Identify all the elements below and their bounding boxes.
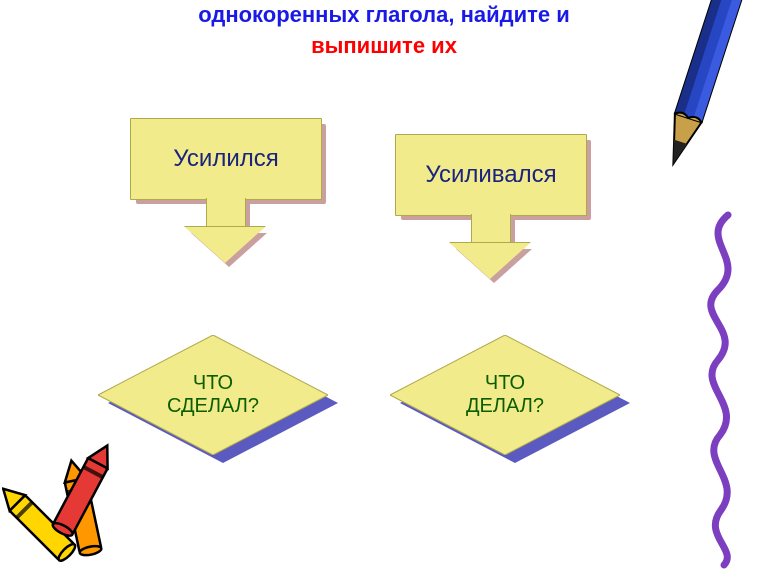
title-line-1: однокоренных глагола, найдите и [198,2,570,27]
verb-box-left: Усилился [130,118,322,200]
verb-right-label: Усиливался [425,161,556,189]
question-left-label: ЧТО СДЕЛАЛ? [98,335,328,455]
verb-box-right: Усиливался [395,134,587,216]
title-line-2: выпишите их [311,33,457,58]
arrow-head [450,243,530,279]
task-title: однокоренных глагола, найдите и выпишите… [90,0,678,62]
verb-box: Усиливался [395,134,587,216]
arrow-head [185,227,265,263]
question-diamond-right: ЧТО ДЕЛАЛ? [390,335,620,455]
question-right-label: ЧТО ДЕЛАЛ? [390,335,620,455]
question-diamond-left: ЧТО СДЕЛАЛ? [98,335,328,455]
arrow-stem [206,198,246,228]
verb-box: Усилился [130,118,322,200]
squiggle-icon [688,210,758,575]
pencil-icon [640,0,760,195]
verb-left-label: Усилился [173,145,278,173]
crayons-icon [2,439,152,584]
arrow-stem [471,214,511,244]
